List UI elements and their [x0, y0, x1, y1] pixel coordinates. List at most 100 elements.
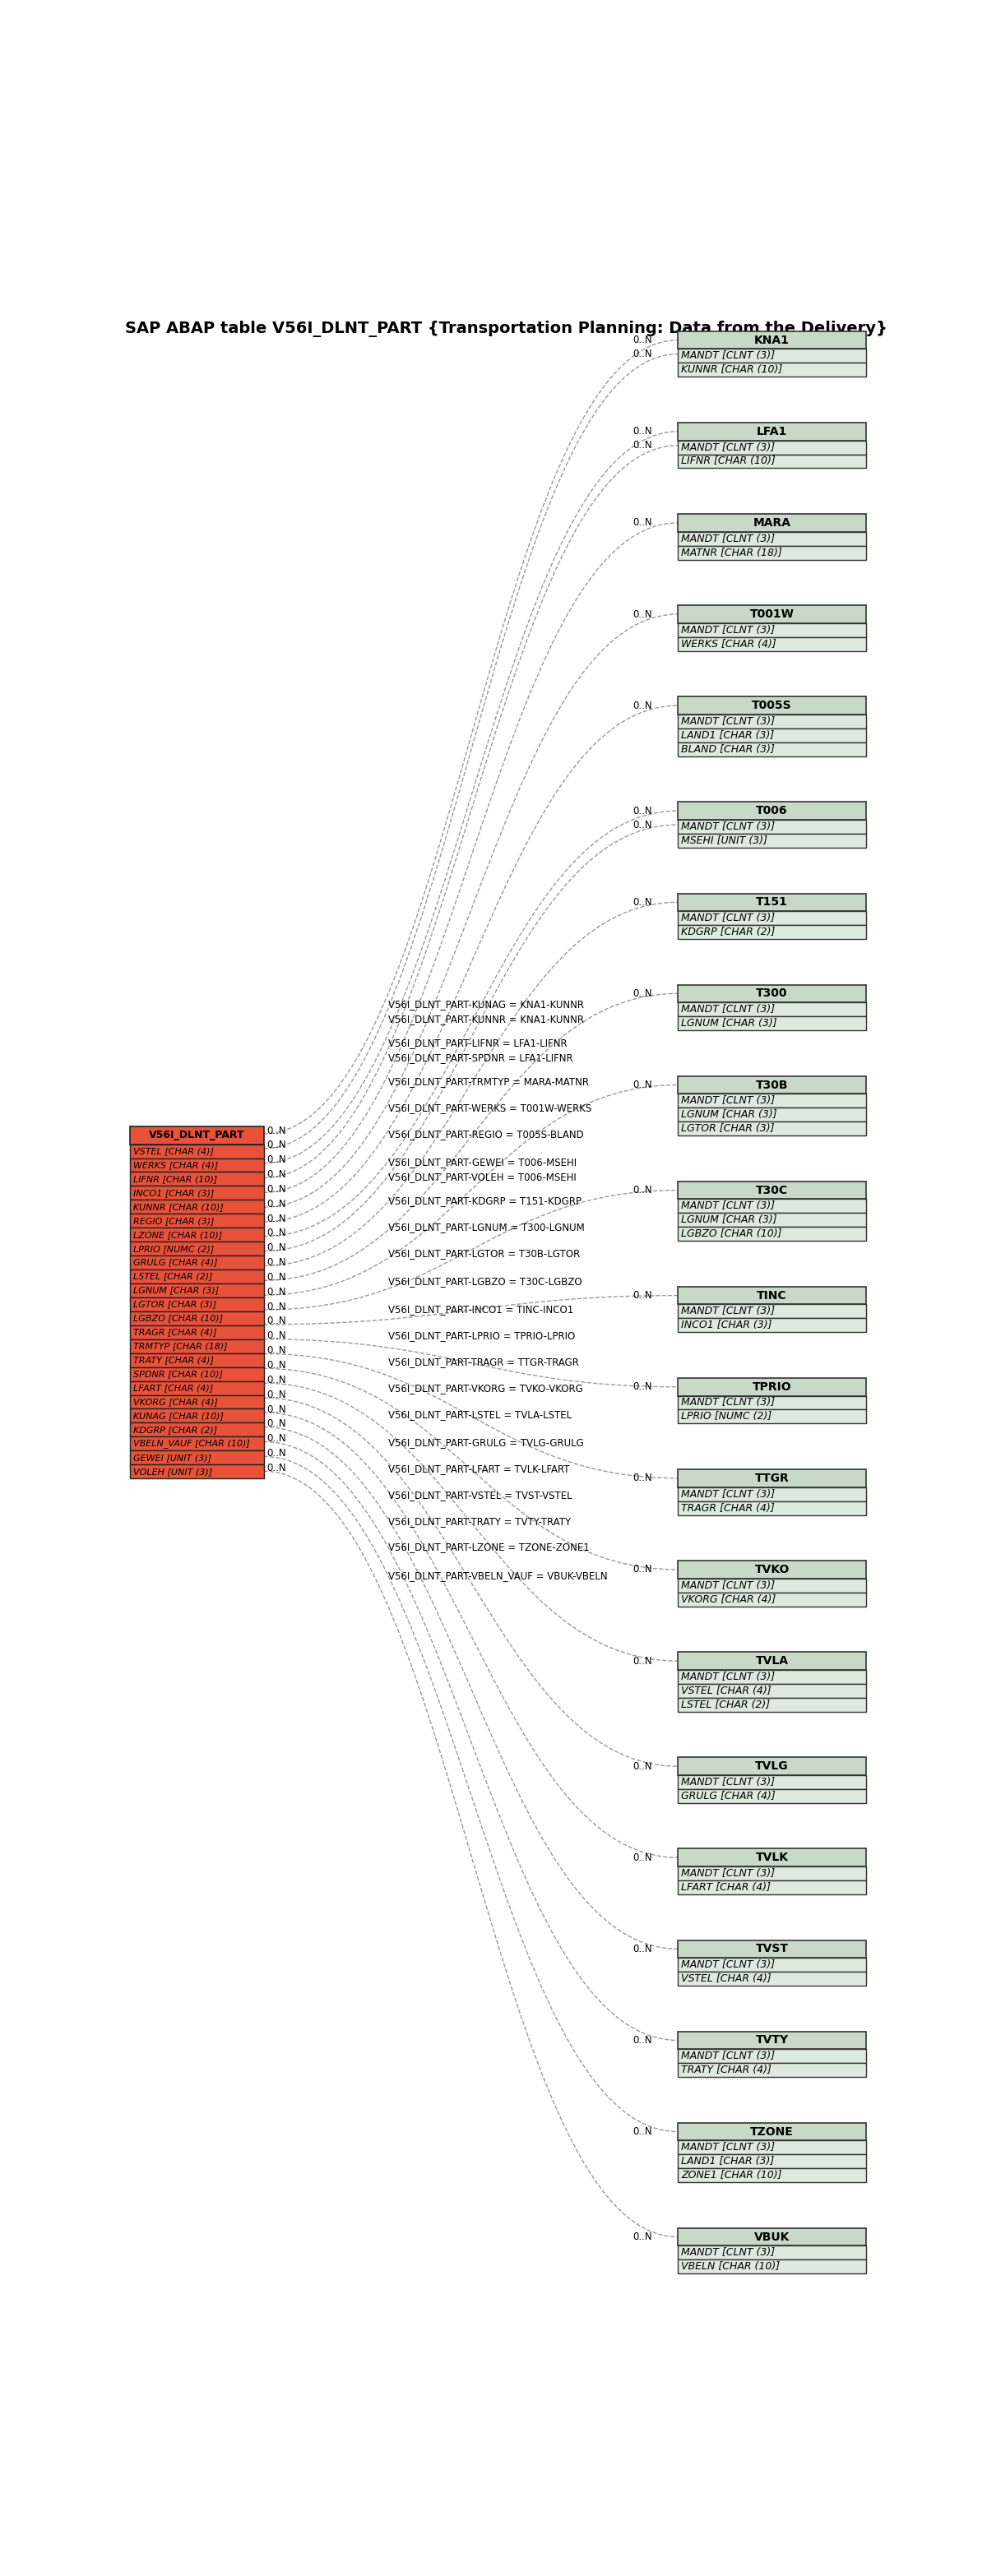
Text: T300: T300	[756, 987, 788, 999]
Bar	[678, 363, 866, 376]
Text: V56I_DLNT_PART-REGIO = T005S-BLAND: V56I_DLNT_PART-REGIO = T005S-BLAND	[388, 1128, 583, 1139]
Bar	[678, 1940, 866, 1958]
Bar	[678, 1095, 866, 1108]
Bar	[678, 801, 866, 819]
Text: LPRIO [NUMC (2)]: LPRIO [NUMC (2)]	[681, 1412, 772, 1422]
Bar	[678, 2123, 866, 2141]
Bar	[129, 1394, 264, 1409]
Bar	[678, 742, 866, 757]
Text: TVLA: TVLA	[755, 1656, 789, 1667]
Text: V56I_DLNT_PART-TRATY = TVTY-TRATY: V56I_DLNT_PART-TRATY = TVTY-TRATY	[388, 1515, 570, 1528]
Text: MANDT [CLNT (3)]: MANDT [CLNT (3)]	[681, 533, 775, 544]
Text: 0..N: 0..N	[633, 2231, 652, 2241]
Text: VKORG [CHAR (4)]: VKORG [CHAR (4)]	[133, 1399, 217, 1406]
Text: ZONE1 [CHAR (10)]: ZONE1 [CHAR (10)]	[681, 2169, 782, 2182]
Text: 0..N: 0..N	[266, 1229, 286, 1239]
Text: TRATY [CHAR (4)]: TRATY [CHAR (4)]	[681, 2066, 772, 2076]
Text: MANDT [CLNT (3)]: MANDT [CLNT (3)]	[681, 1396, 775, 1409]
Text: LGNUM [CHAR (3)]: LGNUM [CHAR (3)]	[681, 1110, 777, 1121]
Bar	[678, 2169, 866, 2182]
Text: 0..N: 0..N	[266, 1404, 286, 1414]
Text: LGBZO [CHAR (10)]: LGBZO [CHAR (10)]	[681, 1229, 782, 1239]
Bar	[678, 894, 866, 912]
Bar	[678, 605, 866, 623]
Text: V56I_DLNT_PART-VSTEL = TVST-VSTEL: V56I_DLNT_PART-VSTEL = TVST-VSTEL	[388, 1489, 571, 1499]
Bar	[678, 1685, 866, 1698]
Text: V56I_DLNT_PART-INCO1 = TINC-INCO1: V56I_DLNT_PART-INCO1 = TINC-INCO1	[388, 1303, 573, 1316]
Text: V56I_DLNT_PART-LGBZO = T30C-LGBZO: V56I_DLNT_PART-LGBZO = T30C-LGBZO	[388, 1275, 581, 1288]
Bar	[678, 1486, 866, 1502]
Text: 0..N: 0..N	[633, 1381, 652, 1391]
Bar	[678, 1880, 866, 1893]
Text: T30B: T30B	[756, 1079, 789, 1090]
Bar	[129, 1200, 264, 1213]
Text: VOLEH [UNIT (3)]: VOLEH [UNIT (3)]	[133, 1468, 212, 1476]
Text: T30C: T30C	[756, 1185, 788, 1195]
Bar	[678, 1002, 866, 1018]
Text: VSTEL [CHAR (4)]: VSTEL [CHAR (4)]	[681, 1973, 771, 1984]
Text: VBELN [CHAR (10)]: VBELN [CHAR (10)]	[681, 2262, 780, 2272]
Text: 0..N: 0..N	[633, 1656, 652, 1667]
Bar	[129, 1283, 264, 1298]
Bar	[678, 2259, 866, 2275]
Text: 0..N: 0..N	[266, 1316, 286, 1327]
Text: SPDNR [CHAR (10)]: SPDNR [CHAR (10)]	[133, 1370, 222, 1378]
Bar	[129, 1368, 264, 1381]
Text: MANDT [CLNT (3)]: MANDT [CLNT (3)]	[681, 716, 775, 726]
Text: MANDT [CLNT (3)]: MANDT [CLNT (3)]	[681, 822, 775, 832]
Bar	[678, 729, 866, 742]
Text: V56I_DLNT_PART-LIFNR = LFA1-LIFNR: V56I_DLNT_PART-LIFNR = LFA1-LIFNR	[388, 1038, 567, 1048]
Text: VKORG [CHAR (4)]: VKORG [CHAR (4)]	[681, 1595, 776, 1605]
Text: MANDT [CLNT (3)]: MANDT [CLNT (3)]	[681, 1489, 775, 1499]
Text: VSTEL [CHAR (4)]: VSTEL [CHAR (4)]	[133, 1146, 213, 1154]
Text: V56I_DLNT_PART-TRMTYP = MARA-MATNR: V56I_DLNT_PART-TRMTYP = MARA-MATNR	[388, 1077, 588, 1087]
Text: V56I_DLNT_PART-VKORG = TVKO-VKORG: V56I_DLNT_PART-VKORG = TVKO-VKORG	[388, 1383, 582, 1394]
Bar	[678, 696, 866, 714]
Text: MANDT [CLNT (3)]: MANDT [CLNT (3)]	[681, 1777, 775, 1788]
Bar	[678, 714, 866, 729]
Text: INCO1 [CHAR (3)]: INCO1 [CHAR (3)]	[133, 1190, 214, 1198]
Text: 0..N: 0..N	[633, 2125, 652, 2138]
Bar	[129, 1213, 264, 1229]
Bar	[129, 1172, 264, 1185]
Text: MANDT [CLNT (3)]: MANDT [CLNT (3)]	[681, 350, 775, 361]
Text: 0..N: 0..N	[266, 1198, 286, 1208]
Text: TRMTYP [CHAR (18)]: TRMTYP [CHAR (18)]	[133, 1342, 227, 1350]
Text: LSTEL [CHAR (2)]: LSTEL [CHAR (2)]	[681, 1700, 770, 1710]
Bar	[129, 1324, 264, 1340]
Text: LGTOR [CHAR (3)]: LGTOR [CHAR (3)]	[681, 1123, 775, 1133]
Text: 0..N: 0..N	[633, 896, 652, 907]
Bar	[129, 1381, 264, 1394]
Bar	[678, 636, 866, 652]
Text: V56I_DLNT_PART-VBELN_VAUF = VBUK-VBELN: V56I_DLNT_PART-VBELN_VAUF = VBUK-VBELN	[388, 1571, 607, 1582]
Bar	[129, 1159, 264, 1172]
Text: 0..N: 0..N	[266, 1388, 286, 1399]
Text: TVKO: TVKO	[754, 1564, 790, 1577]
Bar	[678, 623, 866, 636]
Text: 0..N: 0..N	[633, 518, 652, 528]
Bar	[678, 2048, 866, 2063]
Text: 0..N: 0..N	[633, 701, 652, 711]
Text: LFA1: LFA1	[757, 425, 788, 438]
Bar	[129, 1450, 264, 1466]
Text: V56I_DLNT_PART-LPRIO = TPRIO-LPRIO: V56I_DLNT_PART-LPRIO = TPRIO-LPRIO	[388, 1332, 574, 1342]
Text: TVLK: TVLK	[755, 1852, 789, 1862]
Text: VBELN_VAUF [CHAR (10)]: VBELN_VAUF [CHAR (10)]	[133, 1440, 250, 1448]
Text: TZONE: TZONE	[750, 2125, 794, 2138]
Bar	[678, 1303, 866, 1319]
Text: 0..N: 0..N	[633, 1473, 652, 1484]
Text: T151: T151	[756, 896, 788, 907]
Bar	[678, 912, 866, 925]
Text: 0..N: 0..N	[266, 1185, 286, 1195]
Bar	[678, 1561, 866, 1579]
Text: 0..N: 0..N	[266, 1213, 286, 1224]
Text: KDGRP [CHAR (2)]: KDGRP [CHAR (2)]	[681, 927, 775, 938]
Text: 0..N: 0..N	[266, 1448, 286, 1458]
Text: REGIO [CHAR (3)]: REGIO [CHAR (3)]	[133, 1216, 214, 1226]
Text: MANDT [CLNT (3)]: MANDT [CLNT (3)]	[681, 1868, 775, 1878]
Text: MANDT [CLNT (3)]: MANDT [CLNT (3)]	[681, 443, 775, 453]
Bar	[678, 1409, 866, 1425]
Bar	[678, 1396, 866, 1409]
Bar	[678, 1198, 866, 1213]
Bar	[678, 2154, 866, 2169]
